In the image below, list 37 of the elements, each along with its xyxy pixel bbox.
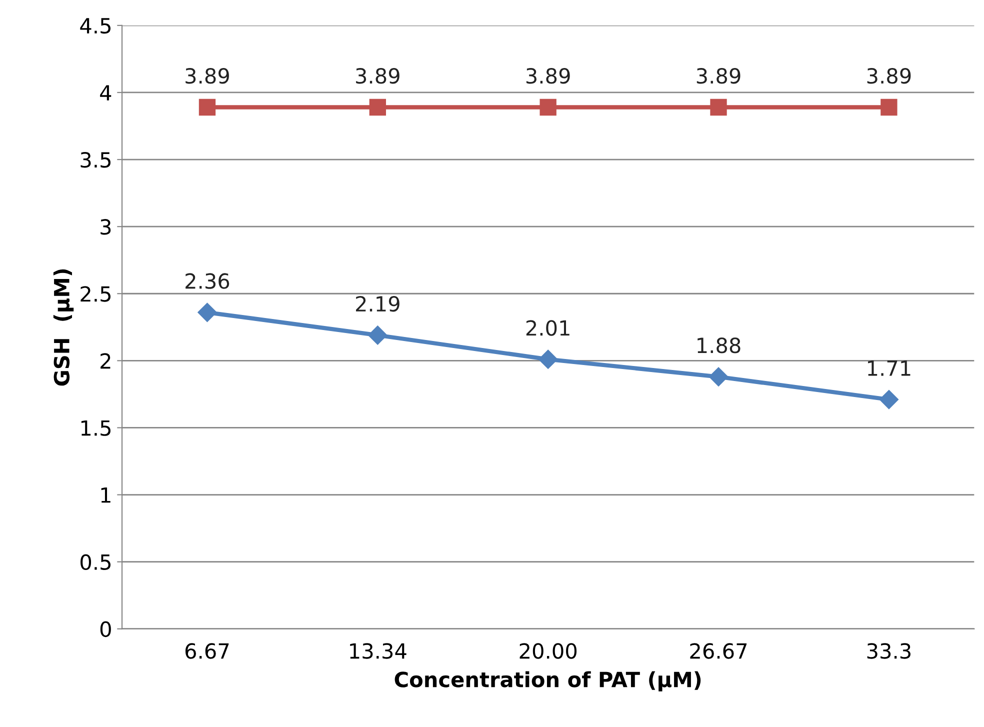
data-label: 3.89 [867, 68, 911, 84]
point [879, 390, 898, 410]
y-tick-label: 0.5 [80, 554, 110, 570]
x-tick-label: 6.67 [185, 643, 229, 659]
data-label: 3.89 [526, 68, 570, 84]
y-tick-label: 1 [101, 487, 110, 503]
y-tick-label: 1.5 [81, 420, 110, 436]
data-label: 2.19 [356, 296, 400, 312]
data-label: 3.89 [356, 68, 400, 84]
point [368, 326, 388, 345]
data-label: 2.01 [526, 320, 570, 336]
y-tick-label: 3 [100, 219, 111, 235]
y-tick-label: 0 [100, 621, 111, 638]
data-label: 3.89 [696, 68, 740, 84]
x-tick-label: 13.34 [350, 643, 406, 659]
x-tick-label: 26.67 [690, 643, 747, 659]
y-tick-label: 4 [100, 85, 112, 100]
data-label: 1.71 [868, 360, 910, 376]
data-label: 1.88 [698, 338, 740, 354]
y-tick-label: 2 [100, 353, 110, 369]
point [198, 98, 216, 116]
x-axis-title: Concentration of PAT (μM) [394, 671, 701, 692]
point [198, 302, 217, 322]
point [880, 98, 898, 116]
data-label: 3.89 [186, 68, 229, 84]
x-tick-label: 20.00 [520, 643, 577, 659]
point [540, 98, 556, 116]
point [538, 350, 558, 369]
point [369, 98, 386, 116]
point [708, 367, 728, 386]
y-tick-label: 2.5 [80, 286, 110, 302]
y-tick-label: 3.5 [80, 152, 110, 168]
y-tick-label: 4.5 [80, 18, 110, 34]
y-axis-title: GSH (μM) [53, 269, 74, 386]
data-label: 2.36 [186, 273, 230, 289]
x-tick-label: 33.3 [867, 643, 910, 659]
point [710, 98, 727, 116]
